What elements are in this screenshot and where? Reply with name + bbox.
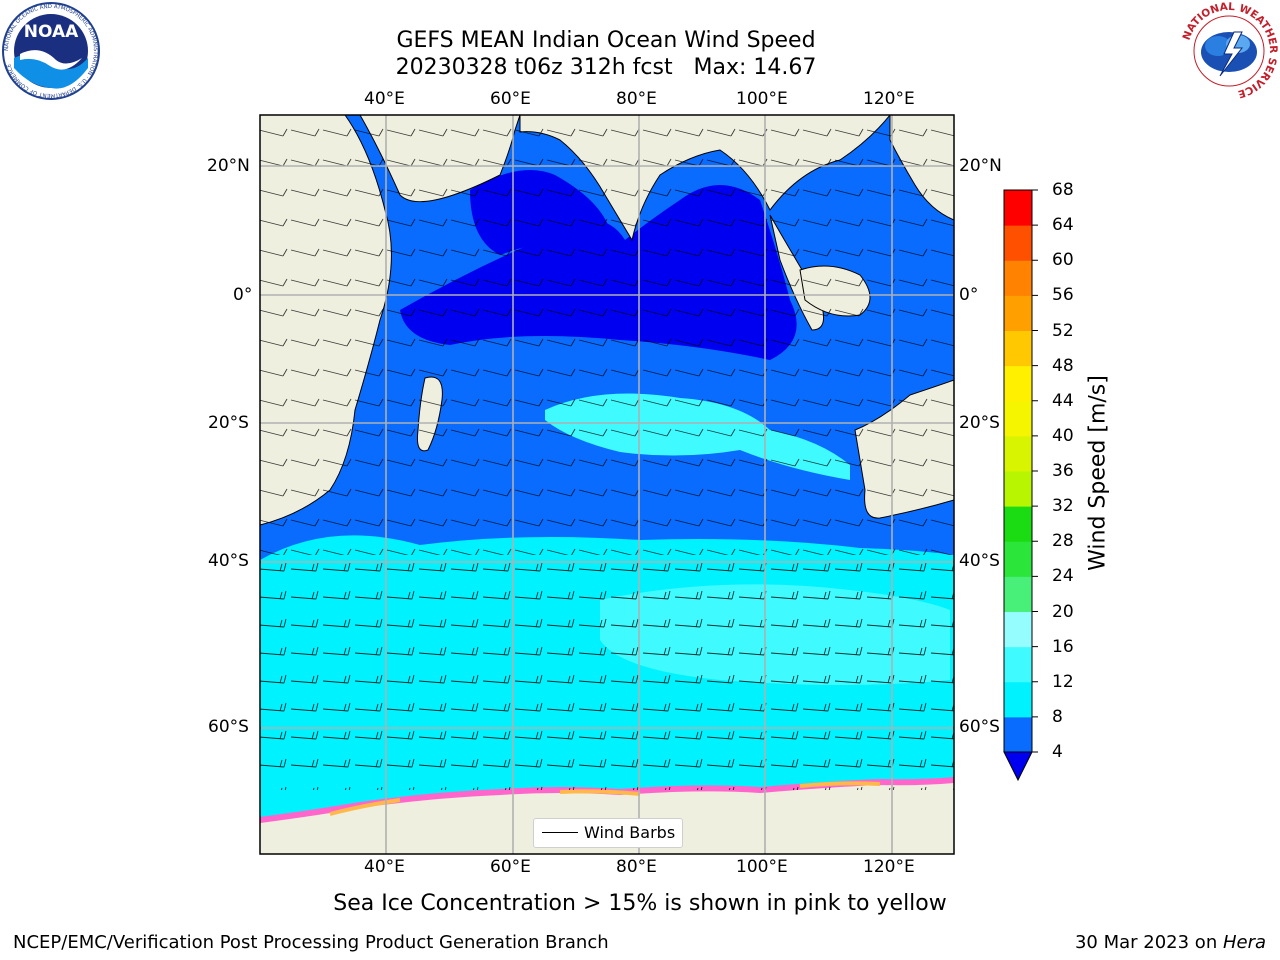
lon-tick-bottom: 40°E [364, 857, 405, 877]
lon-tick-top: 120°E [863, 89, 915, 109]
colorbar-tick-label: 20 [1052, 601, 1074, 622]
map-frame [259, 114, 955, 855]
colorbar-tick-label: 4 [1052, 742, 1063, 762]
colorbar-segment [1004, 506, 1032, 542]
chart-subtitle: 20230328 t06z 312h fcst Max: 14.67 [395, 55, 817, 80]
colorbar-tick-label: 56 [1052, 285, 1074, 306]
lat-tick-right: 60°S [959, 717, 1000, 737]
sea-ice-note: Sea Ice Concentration > 15% is shown in … [333, 891, 947, 916]
colorbar-segment [1004, 681, 1032, 718]
legend-label: Wind Barbs [584, 823, 676, 842]
colorbar-tick-label: 40 [1052, 425, 1074, 446]
colorbar-tick-label: 24 [1052, 566, 1074, 587]
colorbar-segment [1004, 365, 1032, 402]
lat-tick-right: 40°S [959, 551, 1000, 571]
colorbar-segment [1004, 260, 1032, 296]
chart-title: GEFS MEAN Indian Ocean Wind Speed [396, 28, 816, 53]
colorbar-extend-arrow [1003, 751, 1033, 782]
lon-tick-bottom: 120°E [863, 857, 915, 877]
colorbar-tick-label: 28 [1052, 531, 1074, 552]
lon-tick-top: 60°E [490, 89, 531, 109]
wind-barbs-north [260, 115, 954, 555]
map-legend: Wind Barbs [533, 818, 683, 848]
lon-tick-top: 40°E [364, 89, 405, 109]
colorbar-tick-label: 52 [1052, 320, 1074, 341]
lat-tick-left: 60°S [208, 717, 249, 737]
footer-credit: NCEP/EMC/Verification Post Processing Pr… [13, 932, 609, 953]
colorbar-segment [1004, 576, 1032, 612]
map-fill-layers [260, 115, 954, 854]
colorbar-segment [1004, 400, 1032, 437]
colorbar-tick-label: 64 [1052, 215, 1074, 236]
colorbar-tick-label: 32 [1052, 496, 1074, 517]
colorbar-segment [1004, 225, 1032, 261]
colorbar-segment [1004, 611, 1032, 648]
lat-tick-left: 20°S [208, 413, 249, 433]
colorbar-tick-label: 68 [1052, 180, 1074, 200]
colorbar [1003, 189, 1038, 782]
lon-tick-bottom: 60°E [490, 857, 531, 877]
colorbar-tick-label: 44 [1052, 390, 1074, 411]
footer-date-text: 30 Mar 2023 on [1074, 932, 1223, 953]
legend-line [542, 832, 578, 833]
lon-tick-bottom: 100°E [736, 857, 788, 877]
lon-tick-top: 100°E [736, 89, 788, 109]
lon-tick-bottom: 80°E [616, 857, 657, 877]
colorbar-tick-label: 60 [1052, 250, 1074, 271]
noaa-logo: NOAA NATIONAL OCEANIC AND ATMOSPHERIC AD… [2, 2, 100, 100]
lat-tick-left: 20°N [207, 156, 250, 176]
colorbar-segment [1004, 716, 1032, 753]
colorbar-tick-label: 36 [1052, 461, 1074, 481]
colorbar-segment [1004, 295, 1032, 331]
lat-tick-right: 20°N [959, 156, 1002, 176]
colorbar-segment [1004, 330, 1032, 367]
colorbar-tick-label: 8 [1052, 706, 1063, 727]
colorbar-segment [1004, 190, 1032, 226]
colorbar-segment [1004, 646, 1032, 683]
lat-tick-right: 0° [959, 285, 979, 305]
colorbar-tick-label: 48 [1052, 355, 1074, 376]
lon-tick-top: 80°E [616, 89, 657, 109]
footer-machine: Hera [1222, 932, 1266, 953]
lat-tick-left: 0° [233, 285, 253, 305]
footer-date: 30 Mar 2023 on Hera [1075, 932, 1266, 953]
colorbar-segment [1004, 541, 1032, 577]
colorbar-segment [1004, 435, 1032, 472]
lat-tick-left: 40°S [208, 551, 249, 571]
wind-barbs-south [260, 555, 954, 790]
noaa-logo-text: NOAA [24, 22, 79, 42]
lat-tick-right: 20°S [959, 413, 1000, 433]
colorbar-segment [1004, 471, 1032, 507]
nws-logo: NATIONAL WEATHER SERVICE [1181, 2, 1279, 100]
colorbar-label: Wind Speed [m/s] [1085, 375, 1111, 571]
gridlines [260, 115, 954, 854]
colorbar-tick-label: 12 [1052, 671, 1074, 692]
colorbar-tick-label: 16 [1052, 636, 1074, 657]
